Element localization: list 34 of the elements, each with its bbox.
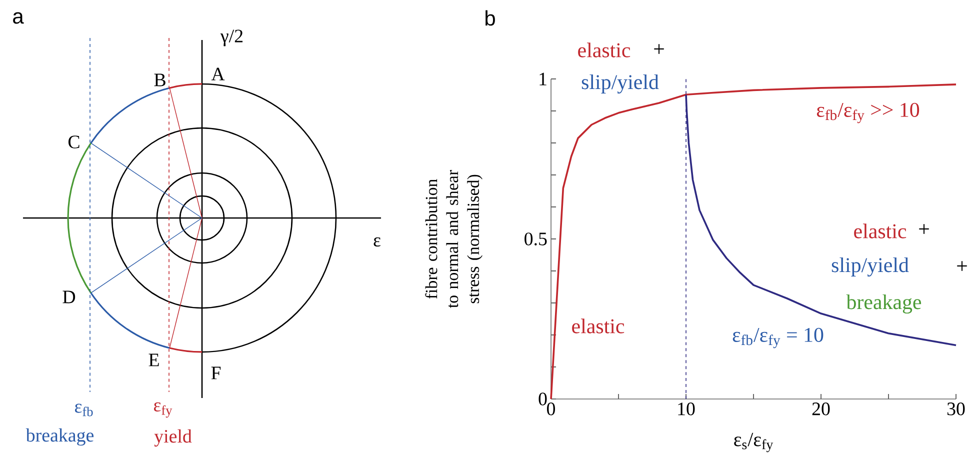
x-tick-label: 10 — [678, 402, 695, 416]
text: + — [654, 44, 664, 54]
text: E — [148, 354, 159, 366]
x-tick-label: 20 — [812, 402, 830, 416]
y-tick-label: 1 — [540, 72, 546, 86]
annotation: slip/yield — [832, 257, 909, 276]
text: ε$_{fb}$ — [75, 404, 93, 416]
x-axis-title: ε$_{s}$/ε$_{fy}$ — [734, 432, 774, 452]
text: + — [957, 261, 967, 271]
text: yield — [154, 429, 192, 447]
y-axis-title: fibre contribution to normal and shear stress (normalised) — [425, 170, 482, 308]
text: B — [154, 74, 166, 86]
annotation: + — [919, 224, 929, 234]
x-tick-label: 0 — [546, 402, 556, 416]
text: elastic — [578, 42, 630, 58]
series-label: ε$_{fb}$/ε$_{fy}$ >> 10 — [816, 102, 920, 124]
text: breakage — [26, 428, 94, 446]
text: F — [211, 366, 221, 380]
text: A — [211, 68, 225, 80]
text: D — [62, 290, 76, 304]
text: γ/2 — [220, 30, 243, 46]
text: a — [13, 12, 24, 24]
annotation: elastic — [572, 318, 624, 334]
annotation: slip/yield — [582, 74, 659, 94]
annotation: elastic — [854, 224, 906, 238]
chart-title: b — [486, 10, 495, 26]
series-label: ε$_{fb}$/ε$_{fy}$ = 10 — [732, 328, 824, 348]
x-tick-label: 30 — [947, 402, 965, 416]
text: ε — [374, 237, 380, 247]
text: ε$_{fy}$ — [154, 402, 172, 418]
text: C — [68, 136, 80, 148]
y-tick-label: 0 — [538, 392, 547, 406]
y-tick-label: 0.5 — [524, 232, 547, 246]
annotation: breakage — [846, 294, 922, 314]
